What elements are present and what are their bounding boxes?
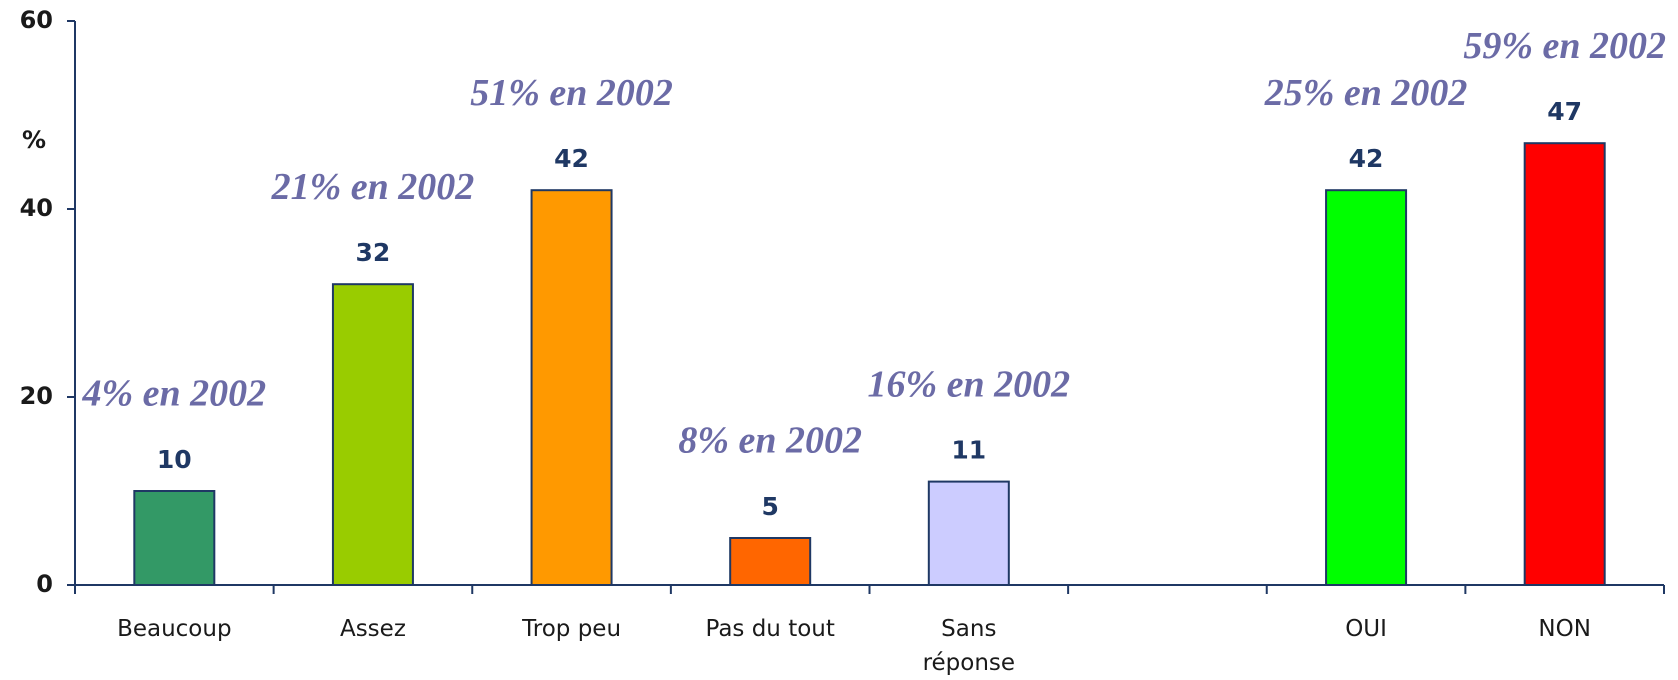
- value-label: 5: [761, 492, 778, 521]
- annotation: 8% en 2002: [678, 420, 862, 462]
- value-label: 42: [1349, 144, 1384, 173]
- bar: [1523, 142, 1606, 586]
- value-label: 47: [1547, 97, 1582, 126]
- x-tick-label: Assez: [339, 616, 406, 642]
- x-tick-label: Beaucoup: [117, 616, 232, 642]
- annotation: 51% en 2002: [470, 72, 673, 114]
- bar: [1325, 189, 1408, 586]
- annotation: 21% en 2002: [271, 166, 475, 208]
- y-tick-label: 0: [36, 570, 53, 598]
- x-tick-label: Sans réponse: [922, 616, 1016, 676]
- x-tick-label: OUI: [1345, 616, 1387, 642]
- bar: [729, 537, 812, 586]
- x-tick-label: Trop peu: [522, 616, 622, 642]
- y-tick-label: 60: [20, 6, 53, 34]
- annotation: 59% en 2002: [1463, 25, 1666, 67]
- bar: [133, 490, 216, 586]
- annotation: 4% en 2002: [81, 373, 266, 415]
- bar: [927, 480, 1010, 587]
- y-tick-label: 20: [20, 382, 53, 410]
- value-label: 32: [356, 238, 391, 267]
- value-label: 42: [554, 144, 589, 173]
- bar: [331, 283, 414, 586]
- x-tick-label: NON: [1538, 616, 1591, 642]
- value-label: 10: [157, 445, 192, 474]
- y-axis-label: %: [22, 126, 46, 154]
- x-tick-label: Pas du tout: [705, 616, 835, 642]
- annotation: 16% en 2002: [867, 363, 1070, 405]
- bar: [530, 189, 613, 586]
- annotation: 25% en 2002: [1264, 72, 1468, 114]
- y-tick-label: 40: [20, 194, 53, 222]
- value-label: 11: [951, 436, 986, 465]
